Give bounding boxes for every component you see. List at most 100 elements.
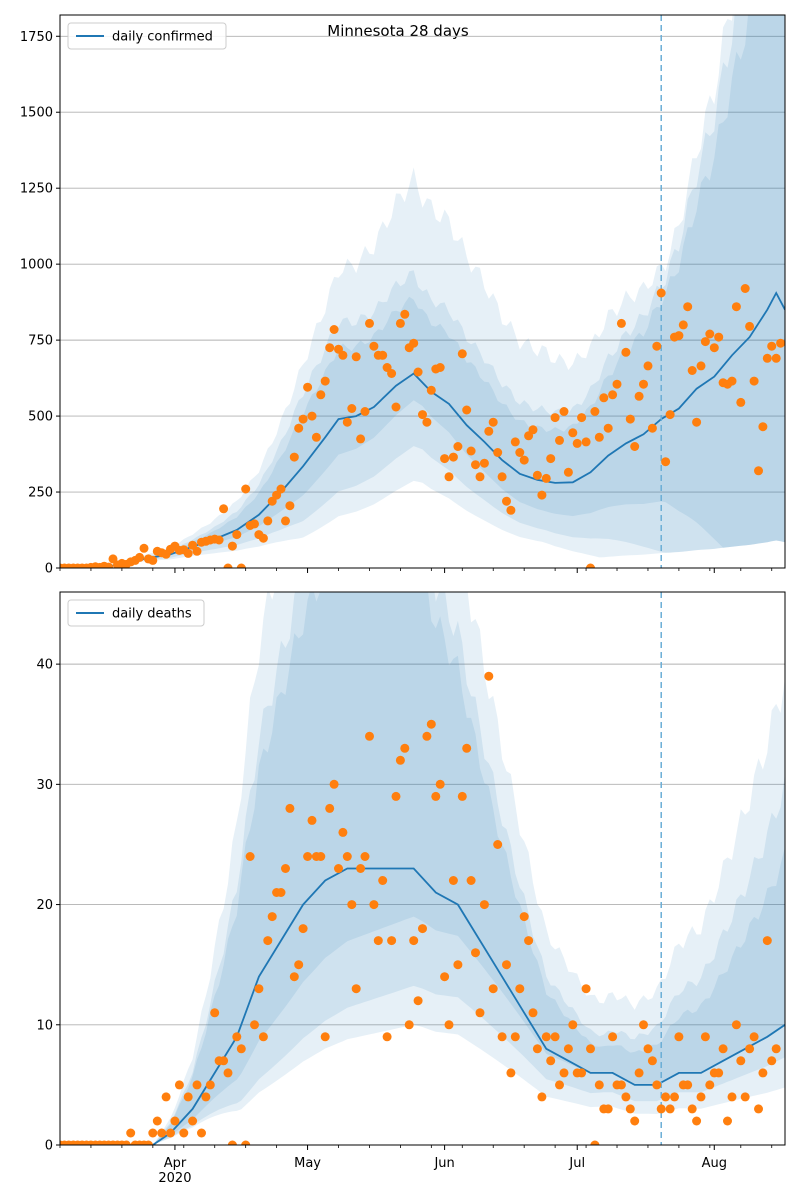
data-point (718, 1044, 728, 1054)
data-point (630, 1116, 640, 1126)
data-point (223, 563, 233, 568)
data-point (148, 1128, 158, 1138)
data-point (563, 467, 573, 477)
data-point (590, 407, 600, 416)
data-point (488, 417, 498, 427)
data-point (179, 1128, 189, 1138)
data-point (767, 341, 777, 351)
data-point (502, 496, 511, 506)
data-point (183, 1092, 193, 1102)
data-point (740, 1092, 750, 1102)
data-point (267, 912, 277, 922)
data-point (466, 446, 476, 456)
data-point (462, 405, 472, 415)
data-point (409, 936, 419, 946)
data-point (661, 457, 671, 467)
data-point (325, 803, 335, 813)
data-point (541, 1032, 551, 1042)
data-point (537, 490, 547, 500)
data-point (409, 338, 419, 348)
data-point (139, 543, 149, 553)
data-point (227, 541, 237, 551)
data-point (532, 1044, 542, 1054)
data-point (294, 423, 304, 433)
data-point (148, 555, 158, 565)
y-tick-label: 0 (45, 1139, 53, 1154)
data-point (351, 984, 361, 994)
data-point (294, 960, 304, 970)
uncertainty-band (60, 592, 785, 1145)
x-tick-label: Jul (568, 1156, 585, 1171)
data-point (670, 1092, 679, 1102)
median-line (60, 291, 785, 568)
data-point (391, 402, 401, 412)
data-point (497, 472, 507, 482)
data-point (696, 1092, 706, 1102)
data-point (400, 309, 410, 319)
data-point (754, 466, 763, 476)
data-point (643, 1044, 653, 1054)
data-point (745, 321, 755, 331)
data-point (731, 302, 741, 312)
data-point (515, 984, 525, 994)
data-point (723, 1116, 732, 1126)
y-tick-label: 1250 (20, 182, 53, 197)
data-point (727, 376, 737, 386)
data-point (307, 411, 317, 421)
data-point (232, 1032, 242, 1042)
data-point (731, 1020, 741, 1030)
data-point (347, 900, 357, 910)
data-point (528, 1008, 538, 1018)
data-point (510, 1032, 520, 1042)
data-point (625, 414, 635, 424)
data-point (745, 1044, 755, 1054)
confirmed-panel: 0 250 500 750 1000 1250 1500 1750 daily confirme… (20, 14, 786, 577)
data-point (250, 519, 259, 529)
data-point (559, 1068, 569, 1078)
data-point (479, 458, 489, 468)
data-point (250, 1020, 259, 1030)
data-point (612, 379, 622, 389)
y-tick-label: 0 (45, 562, 53, 577)
data-point (616, 318, 626, 328)
data-point (378, 876, 388, 885)
data-point (506, 1068, 516, 1078)
data-point (329, 779, 339, 789)
data-point (692, 1116, 702, 1126)
data-point (320, 1032, 330, 1042)
data-point (365, 731, 374, 741)
data-point (696, 361, 706, 371)
data-point (241, 484, 251, 494)
data-point (479, 900, 489, 910)
data-point (665, 410, 675, 420)
data-point (378, 350, 388, 360)
data-point (285, 803, 295, 813)
data-point (550, 413, 560, 423)
data-point (586, 563, 595, 568)
data-point (762, 353, 772, 363)
data-point (471, 948, 480, 958)
data-point (457, 349, 467, 359)
data-point (546, 454, 556, 464)
data-point (466, 876, 476, 885)
data-point (524, 936, 534, 946)
data-point (568, 1020, 578, 1030)
data-point (422, 731, 432, 741)
data-point (236, 563, 246, 568)
data-point (700, 1032, 710, 1042)
data-point (382, 1032, 392, 1042)
data-point (532, 470, 542, 480)
data-point (594, 1080, 604, 1090)
data-point (307, 815, 317, 825)
data-point (683, 1080, 693, 1090)
data-point (705, 329, 715, 339)
data-point (418, 924, 427, 934)
data-point (157, 1128, 167, 1138)
data-point (426, 385, 436, 395)
data-point (285, 501, 295, 511)
y-tick-label: 40 (36, 658, 53, 673)
legend-label: daily deaths (112, 607, 192, 622)
data-point (360, 852, 370, 861)
data-point (502, 960, 511, 970)
axes-frame (59, 14, 786, 569)
